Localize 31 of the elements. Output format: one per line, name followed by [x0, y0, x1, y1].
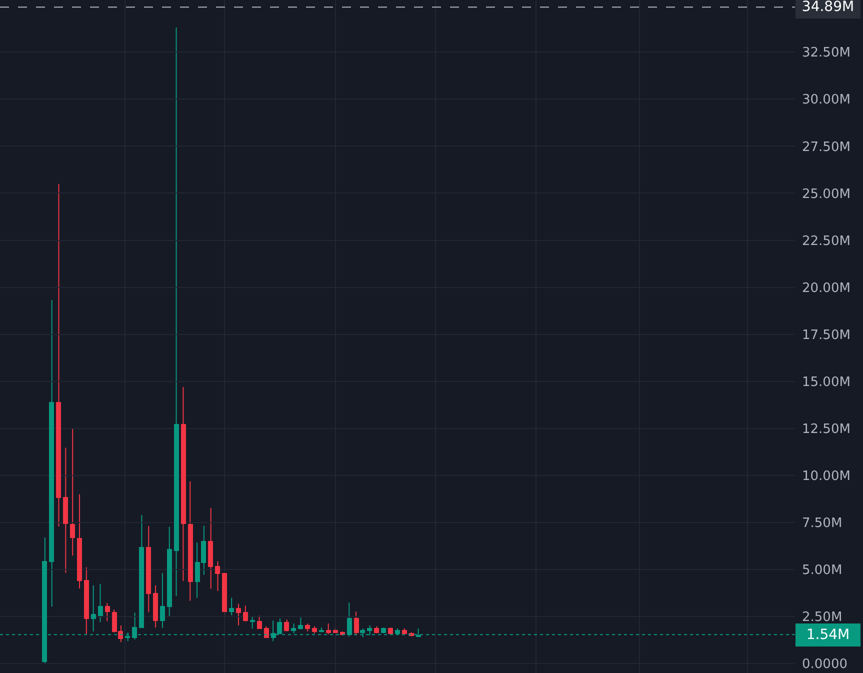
candlestick: [354, 611, 359, 636]
candlestick: [160, 572, 165, 629]
y-tick-label: 20.00M: [802, 280, 850, 296]
candlestick: [215, 560, 220, 592]
y-tick-label: 5.00M: [802, 563, 842, 578]
y-tick-label: 0.0000: [802, 657, 848, 672]
candlestick: [105, 602, 110, 622]
candlestick: [229, 597, 234, 616]
candlestick: [298, 617, 303, 630]
y-tick-label: 30.00M: [802, 92, 850, 108]
candlestick: [98, 584, 103, 623]
candlestick: [257, 615, 262, 630]
y-tick-label: 10.00M: [802, 469, 850, 484]
y-tick-label: 7.50M: [802, 516, 842, 532]
y-tick-label: 12.50M: [802, 422, 850, 437]
y-tick-label: 25.00M: [802, 186, 850, 202]
candlestick: [236, 603, 241, 626]
candlestick: [326, 623, 331, 635]
y-tick-label: 15.00M: [802, 374, 850, 390]
y-tick-label: 2.50M: [802, 610, 842, 626]
y-tick-label: 27.50M: [802, 140, 850, 155]
ref-line-label: 34.89M: [802, 0, 854, 15]
candlestick: [250, 616, 255, 630]
ref-line-label: 1.54M: [806, 627, 850, 643]
candlestick: [70, 428, 75, 556]
candlestick: [284, 619, 289, 632]
candlestick: [91, 584, 96, 632]
y-tick-label: 17.50M: [802, 328, 850, 343]
y-tick-label: 22.50M: [802, 234, 850, 249]
y-tick-label: 32.50M: [802, 46, 850, 61]
candlestick: [243, 605, 248, 622]
